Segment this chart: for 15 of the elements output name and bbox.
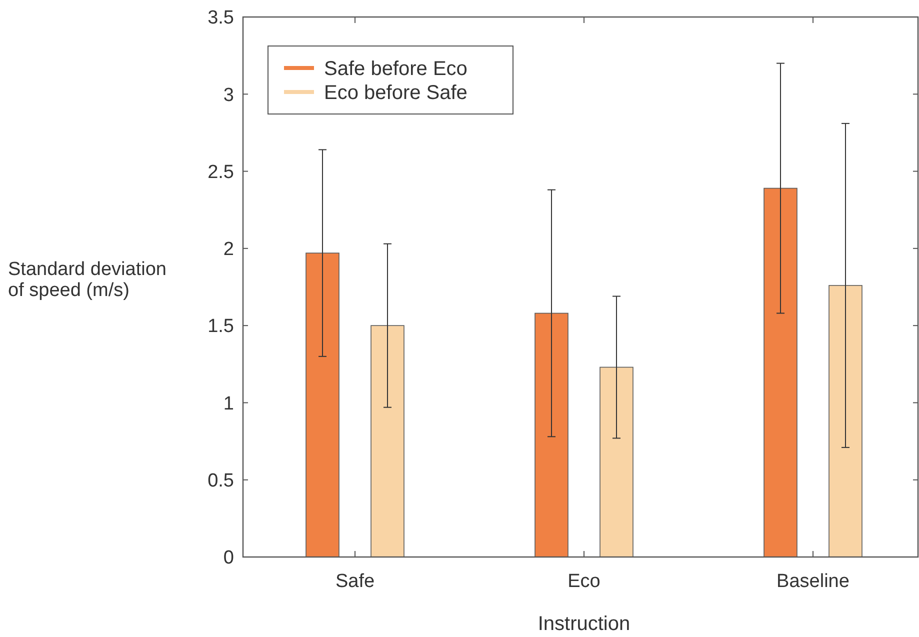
legend-label: Safe before Eco — [324, 58, 468, 80]
x-tick-label: Safe — [335, 571, 375, 592]
x-axis-title: Instruction — [538, 613, 630, 635]
x-tick-label: Baseline — [776, 571, 850, 592]
y-tick-label: 1 — [223, 393, 234, 414]
legend-label: Eco before Safe — [324, 82, 468, 104]
y-tick-label: 3.5 — [208, 8, 234, 29]
y-tick-label: 0 — [223, 548, 234, 569]
y-tick-label: 3 — [223, 84, 234, 106]
y-tick-label: 2 — [223, 239, 234, 260]
y-tick-label: 2.5 — [208, 162, 234, 183]
y-tick-label: 1.5 — [208, 316, 234, 338]
y-axis-title: Standard deviation of speed (m/s) — [8, 259, 166, 301]
y-tick-label: 0.5 — [208, 470, 234, 492]
x-tick-label: Eco — [568, 571, 600, 592]
